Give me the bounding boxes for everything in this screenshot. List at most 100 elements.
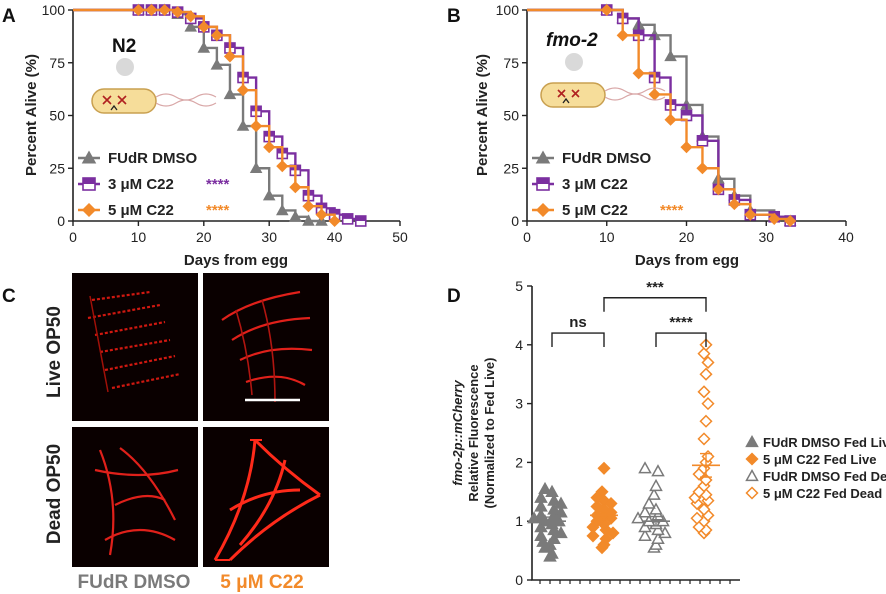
d-point [547,522,561,536]
d-sig-bracket [655,332,707,348]
panel-d-ticks: 0 1 2 3 4 5 [515,278,731,588]
panel-a-ticks: 0 10 20 30 40 50 0 25 50 75 100 [42,2,408,245]
panel-d-ylabel-line3: (Normalized to Fed Live) [482,358,497,509]
panel-b-xlabel: Days from egg [635,252,739,269]
panel-b-series [527,3,797,228]
b-legend-label: 3 μM C22 [562,176,628,193]
d-point [697,502,711,517]
b-point [648,88,661,101]
a-point [236,84,250,97]
d-point [649,537,663,550]
b-ytick-label: 50 [503,108,519,124]
a-legend-sig: **** [206,202,230,219]
panel-c: C Live OP50 Dead OP50 FUdR DMSO 5 μM C22 [2,273,329,593]
panel-b-plot: 0 10 20 30 40 0 25 50 75 100 [496,2,854,245]
panel-b-ticks: 0 10 20 30 40 0 25 50 75 100 [496,2,854,245]
panel-d-legend: FUdR DMSO Fed Live 5 μM C22 Fed Live FUdR … [745,434,886,501]
a-point [145,3,158,17]
d-point [699,367,713,381]
a-point [289,210,302,222]
a-point [302,214,315,226]
panel-d-significance: ns******* [551,279,707,348]
panel-a: A 0 10 20 30 40 50 0 25 50 75 100 Days from egg Pe… [2,2,408,269]
a-legend-sig: **** [206,176,230,193]
micrograph-dead-c22 [203,427,329,567]
d-point [649,502,663,515]
d-legend-marker [745,486,759,500]
a-point [223,87,237,100]
a-point [132,3,145,17]
a-point-fill [329,209,340,215]
a-point [289,181,302,194]
panel-a-label: A [2,6,16,27]
b-point [768,212,781,225]
panel-a-plot: 0 10 20 30 40 50 0 25 50 75 100 [42,2,408,245]
d-point [547,531,561,544]
d-sig-label: *** [646,279,664,296]
d-point [649,478,663,492]
b-point [696,162,709,175]
a-ytick-label: 25 [49,160,65,176]
d-point [638,520,652,533]
panel-c-col-dmso: FUdR DMSO [78,572,191,593]
d-legend-marker [745,452,759,466]
micrograph-live-c22 [203,273,329,421]
panel-b: B 0 10 20 30 40 0 25 50 75 100 Days from egg Perc… [447,2,854,269]
a-point [328,214,341,228]
panel-b-label: B [447,6,461,27]
panel-d-ylabel: fmo-2p::mCherry Relative Fluorescence (N… [450,358,497,509]
d-point [534,528,548,542]
d-legend-label: 5 μM C22 Fed Live [763,452,876,467]
b-point-fill [633,30,644,36]
b-point [728,198,741,211]
a-ytick-label: 50 [49,108,65,124]
a-xtick-label: 10 [131,229,147,245]
b-legend-label: 5 μM C22 [562,202,628,219]
a-point [158,3,171,17]
b-ytick-label: 100 [496,2,520,18]
a-point [250,119,263,133]
panel-c-label: C [2,286,16,307]
d-legend-label: FUdR DMSO Fed Live [763,435,886,450]
b-point [632,67,645,80]
panel-d-ylabel-line1: fmo-2p::mCherry [450,380,465,486]
a-legend-marker [81,202,97,218]
d-point [599,532,613,546]
b-series-2 [527,3,797,228]
b-point-fill [681,110,692,116]
a-point [197,41,211,53]
d-point [534,520,548,533]
d-point [538,481,552,495]
panel-a-xlabel: Days from egg [184,252,288,269]
a-series-2 [73,3,341,228]
a-point-fill [342,213,353,219]
d-sig-label: ns [569,314,587,331]
d-legend-marker [745,468,759,482]
b-point [680,141,693,154]
a-legend-label: 5 μM C22 [108,202,174,219]
a-point-fill [355,216,366,221]
d-group-2 [631,461,672,553]
a-xtick-label: 30 [261,229,277,245]
d-ytick-label: 1 [515,513,523,529]
d-point [534,499,548,512]
b-point-fill [697,135,708,141]
panel-d-points [527,338,720,562]
b-xtick-label: 30 [758,229,774,245]
a-legend-marker-fill [83,178,95,184]
d-point [595,485,609,499]
d-group-1 [586,461,620,555]
panel-b-strain: fmo-2 [546,30,598,51]
d-point [638,528,652,542]
a-xtick-label: 0 [69,229,77,245]
a-legend-marker [81,150,97,164]
d-point [545,546,559,559]
d-sig-bracket [603,297,707,312]
d-point [651,508,665,521]
d-point [534,508,548,521]
d-ytick-label: 4 [515,337,523,353]
a-point [210,29,223,42]
panel-d-ylabel-line2: Relative Fluorescence [466,364,481,501]
